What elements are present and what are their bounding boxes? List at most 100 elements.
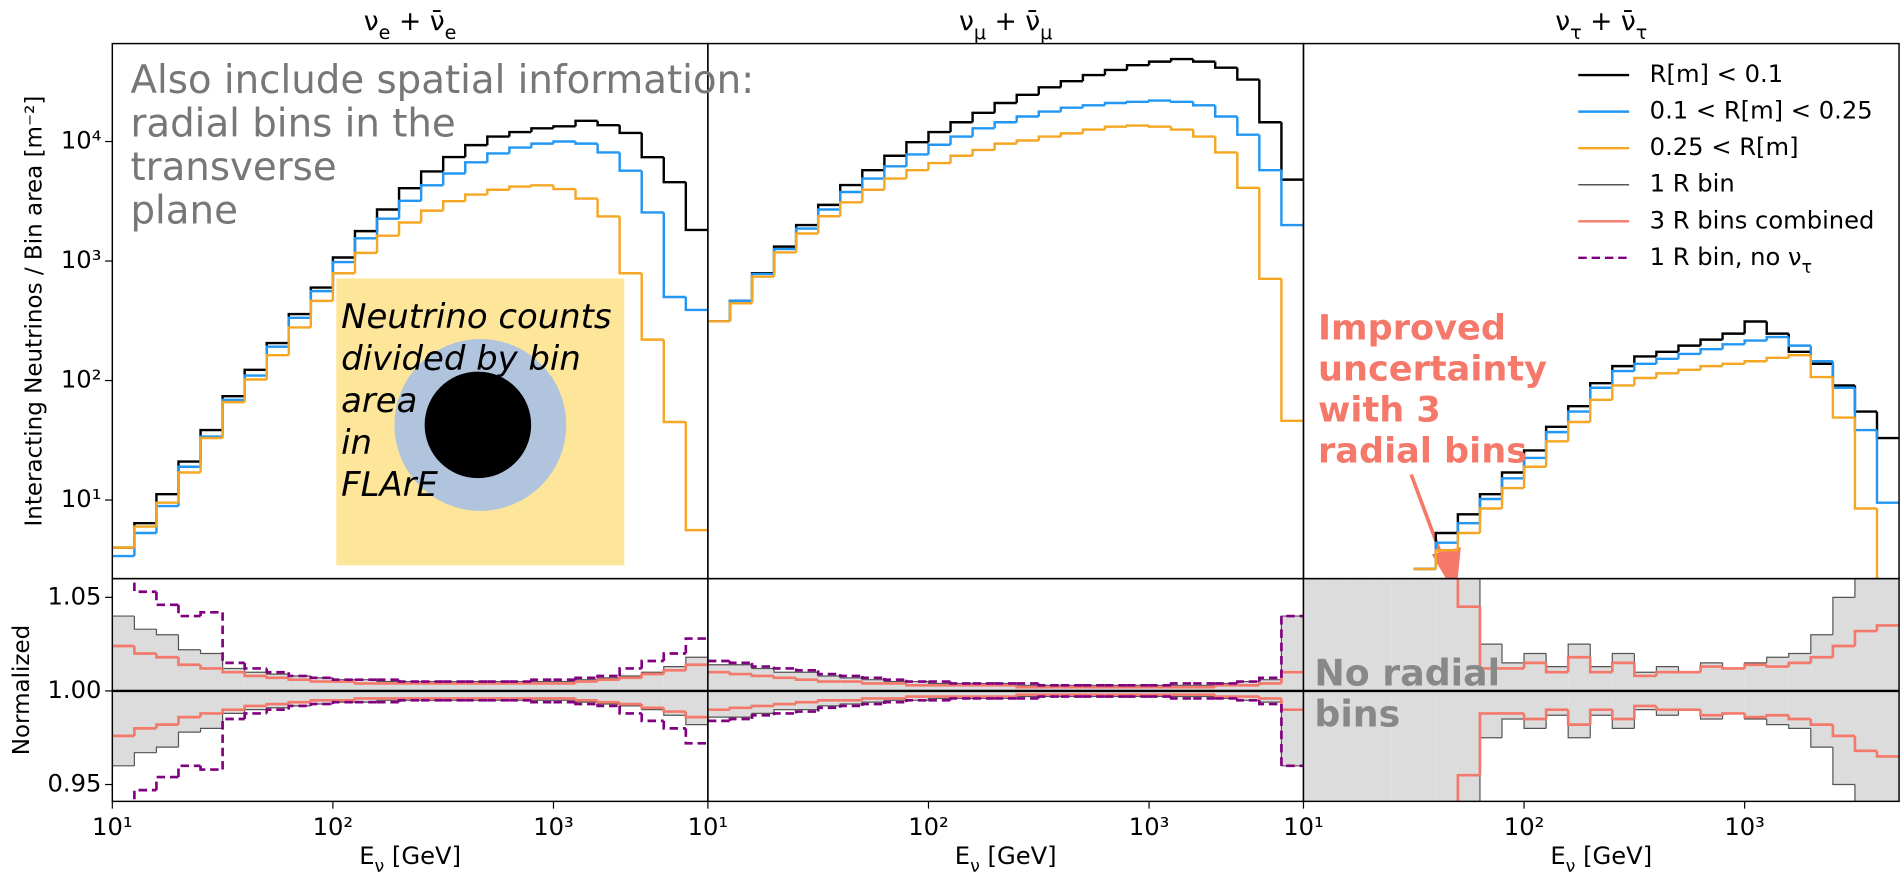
ratio-lower xyxy=(199,712,223,718)
ratio-lower xyxy=(640,713,664,723)
spectrum-step xyxy=(1633,376,1657,386)
spectrum-step xyxy=(1037,135,1061,141)
spectrum-step xyxy=(993,121,1017,129)
spectrum-step xyxy=(1677,344,1701,352)
spectrum-step xyxy=(486,135,510,146)
subscript: μ xyxy=(1040,21,1052,44)
spectrum-step xyxy=(662,212,686,299)
ratio-upper xyxy=(1566,655,1591,673)
ratio-upper xyxy=(728,672,753,676)
ratio-lower xyxy=(331,700,355,705)
panel-title: ντ + ν̄τ xyxy=(1555,5,1647,43)
spectrum-step xyxy=(1015,93,1039,104)
ratio-upper xyxy=(1765,664,1789,668)
y-tick-label: 10³ xyxy=(61,246,102,274)
ratio-upper xyxy=(1213,683,1238,688)
ratio-lower xyxy=(199,765,223,771)
ratio-upper xyxy=(353,681,378,685)
spectrum-step xyxy=(772,245,797,274)
spectrum-step xyxy=(1103,101,1128,106)
ratio-lower xyxy=(1501,718,1525,738)
ratio-upper xyxy=(816,670,841,676)
text-part: + ν̄ xyxy=(986,5,1040,36)
ratio-lower xyxy=(1831,724,1855,738)
spectrum-step xyxy=(861,188,885,203)
spectrum-step xyxy=(1765,335,1789,341)
x-tick-label: 10³ xyxy=(1724,813,1765,841)
ratio-upper xyxy=(155,653,179,659)
ratio-upper xyxy=(1479,578,1502,645)
uncertainty-band xyxy=(1854,578,1877,802)
ratio-upper xyxy=(860,681,885,685)
ratio-upper xyxy=(1258,682,1282,686)
ratio-lower xyxy=(1699,709,1723,717)
ratio-lower xyxy=(221,708,245,714)
spectrum-step xyxy=(1191,129,1216,138)
spectrum-step xyxy=(839,201,863,217)
ratio-upper xyxy=(1610,661,1635,673)
spectrum-step xyxy=(728,302,753,322)
ratio-upper xyxy=(662,669,686,675)
spectrum-step xyxy=(1258,134,1282,172)
spectrum-step xyxy=(265,353,289,380)
ratio-upper xyxy=(287,677,311,682)
spectrum-step xyxy=(1125,124,1150,127)
spectrum-step xyxy=(155,492,179,524)
note-line: radial bins in the xyxy=(130,101,455,146)
spectrum-step xyxy=(1589,398,1613,422)
ratio-lower xyxy=(662,707,686,713)
spectrum-step xyxy=(221,398,245,437)
spectrum-step xyxy=(1522,465,1547,489)
ratio-lower xyxy=(1832,747,1855,786)
ratio-upper xyxy=(155,591,179,607)
ratio-lower xyxy=(1788,724,1811,729)
ratio-lower xyxy=(883,700,907,705)
spectrum-step xyxy=(1191,101,1216,107)
spectrum-step xyxy=(1743,339,1767,345)
spectrum-step xyxy=(1214,61,1238,69)
spectrum-step xyxy=(331,272,355,301)
spectrum-step xyxy=(309,289,333,318)
ratio-lower xyxy=(265,702,289,706)
ratio-lower xyxy=(728,706,753,710)
spectrum-step xyxy=(905,153,929,167)
x-tick-label: 10³ xyxy=(533,813,574,841)
spectrum-step xyxy=(816,208,841,229)
legend-label: 0.1 < R[m] < 0.25 xyxy=(1650,97,1873,125)
spectrum-step xyxy=(1103,125,1128,130)
spectrum-step xyxy=(287,316,311,347)
spectrum-step xyxy=(287,326,311,356)
ratio-lower xyxy=(397,698,422,703)
inset-line: Neutrino counts xyxy=(341,297,611,336)
spectrum-step xyxy=(1081,73,1105,82)
spectrum-step xyxy=(971,111,995,123)
ratio-upper xyxy=(1633,662,1657,678)
note-line: transverse xyxy=(130,145,336,190)
ratio-lower xyxy=(1787,715,1811,721)
ratio-lower xyxy=(1522,713,1547,721)
ratio-lower xyxy=(1589,714,1613,738)
spectrum-step xyxy=(1037,86,1061,95)
ratio-upper xyxy=(243,672,267,678)
ratio-upper xyxy=(927,681,951,685)
legend-label: R[m] < 0.1 xyxy=(1650,60,1783,88)
y-tick-label: 10⁴ xyxy=(61,127,102,155)
spectrum-step xyxy=(1037,110,1061,117)
spectrum-step xyxy=(1831,363,1855,387)
spectrum-step xyxy=(927,130,951,143)
ratio-lower xyxy=(1235,698,1260,702)
ratio-lower xyxy=(860,702,885,706)
spectrum-step xyxy=(1147,125,1172,128)
spectrum-step xyxy=(1721,343,1745,350)
legend-label: 1 R bin xyxy=(1650,170,1735,198)
spectrum-step xyxy=(905,140,929,156)
bottom-frame xyxy=(1302,577,1900,803)
ratio-lower xyxy=(287,704,311,710)
spectrum-step xyxy=(927,143,951,155)
spectrum-step xyxy=(1544,430,1569,458)
ratio-upper xyxy=(949,681,973,685)
ratio-upper xyxy=(772,666,797,670)
text-part: [GeV] xyxy=(980,842,1057,870)
spectrum-step xyxy=(419,184,444,201)
spectrum-step xyxy=(1611,364,1635,384)
